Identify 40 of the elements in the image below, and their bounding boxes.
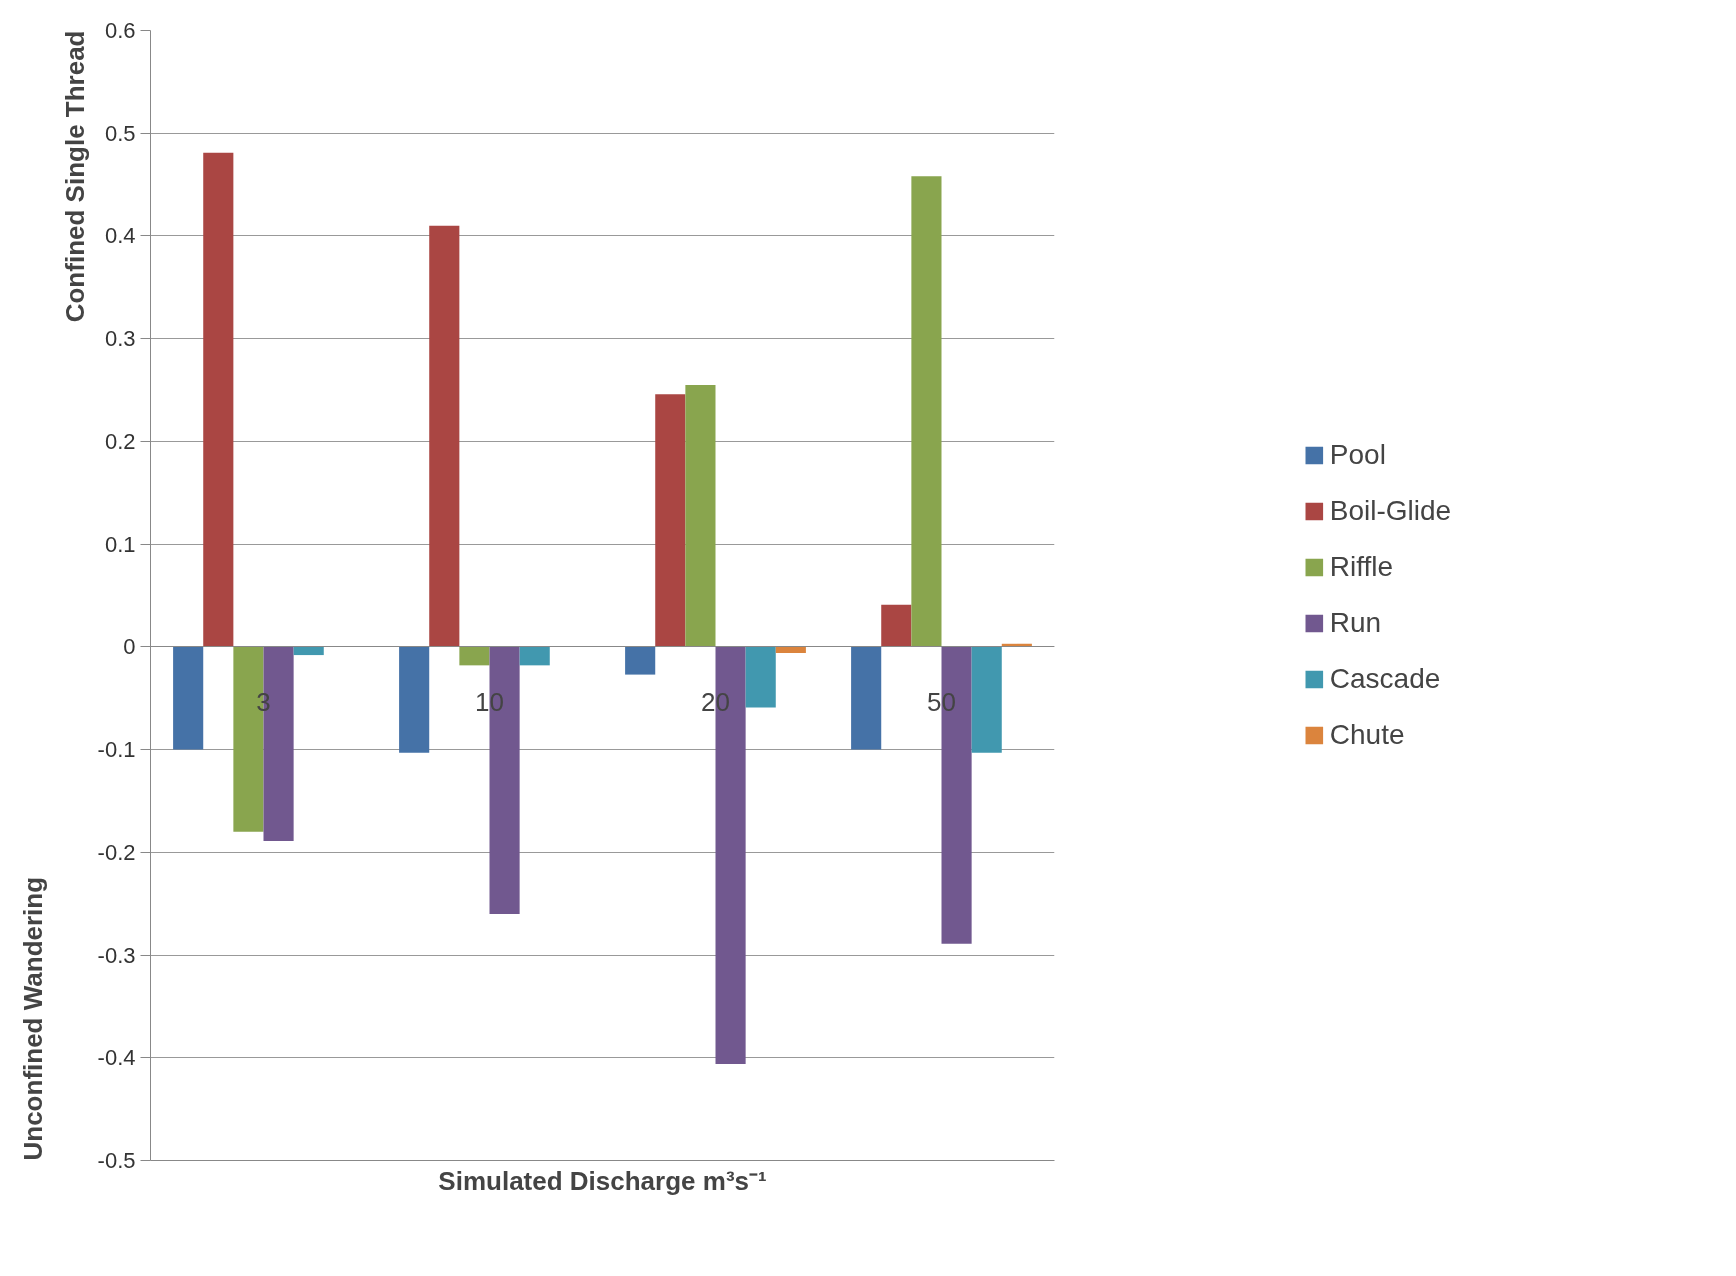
legend-label: Run — [1329, 607, 1382, 639]
bar — [293, 646, 324, 656]
y-tick-label: -0.3 — [97, 942, 136, 968]
y-tick-label: 0.2 — [104, 428, 136, 454]
y-tick-label: 0.3 — [104, 326, 136, 352]
bar — [399, 646, 430, 753]
bar — [429, 225, 460, 647]
y-tick-label: 0.4 — [104, 223, 136, 249]
bar — [173, 646, 204, 750]
bar — [685, 384, 716, 647]
y-axis-title: Confined Single Thread — [59, 30, 90, 323]
legend-label: Riffle — [1329, 551, 1394, 583]
y-tick-label: 0 — [123, 634, 136, 660]
bar — [203, 152, 234, 647]
y-tick-label: 0.6 — [104, 18, 136, 43]
bar — [881, 604, 912, 647]
legend-label: Cascade — [1329, 663, 1441, 695]
bar — [851, 646, 882, 750]
y-tick-label: 0.1 — [104, 531, 136, 557]
y-tick-label: -0.4 — [97, 1045, 136, 1071]
bar — [745, 646, 776, 708]
legend-label: Pool — [1329, 439, 1386, 471]
y-tick-label: -0.1 — [97, 737, 136, 763]
bar — [625, 646, 656, 675]
bar — [911, 176, 942, 647]
bar — [459, 646, 490, 666]
legend-label: Chute — [1329, 719, 1405, 751]
x-tick-label: 20 — [701, 686, 730, 717]
text: Unconfined Wandering — [17, 876, 48, 1161]
y-tick-label: -0.2 — [97, 839, 136, 865]
bar — [775, 646, 806, 654]
bar — [519, 646, 550, 666]
bar — [655, 394, 686, 647]
y-tick-label: -0.5 — [97, 1148, 136, 1173]
legend-label: Boil-Glide — [1329, 495, 1452, 527]
bar — [971, 646, 1002, 753]
y-tick-label: 0.5 — [104, 120, 136, 146]
x-tick-label: 50 — [927, 686, 956, 717]
x-tick-label: 3 — [256, 686, 271, 717]
x-axis-title: Simulated Discharge m³s⁻¹ — [438, 1165, 767, 1196]
